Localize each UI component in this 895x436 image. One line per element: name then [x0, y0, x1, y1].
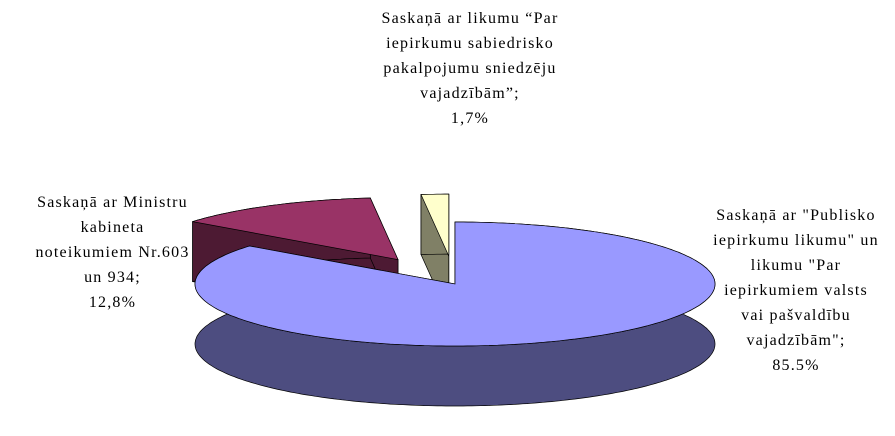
slice — [192, 197, 399, 261]
slice — [420, 193, 450, 257]
category-label: Saskaņā ar likumu “Par iepirkumu sabiedr… — [381, 10, 559, 102]
value-label: 1,7% — [450, 110, 490, 127]
slice — [194, 221, 716, 347]
slice-label: Saskaņā ar "Publisko iepirkumu likumu" u… — [712, 203, 880, 378]
category-label: Saskaņā ar "Publisko iepirkumu likumu" u… — [713, 207, 879, 349]
value-label: 12,8% — [88, 294, 137, 311]
slice-label: Saskaņā ar Ministru kabineta noteikumiem… — [30, 190, 195, 315]
category-label: Saskaņā ar Ministru kabineta noteikumiem… — [35, 194, 190, 286]
value-label: 85.5% — [772, 357, 820, 374]
slice-label: Saskaņā ar likumu “Par iepirkumu sabiedr… — [375, 6, 565, 131]
